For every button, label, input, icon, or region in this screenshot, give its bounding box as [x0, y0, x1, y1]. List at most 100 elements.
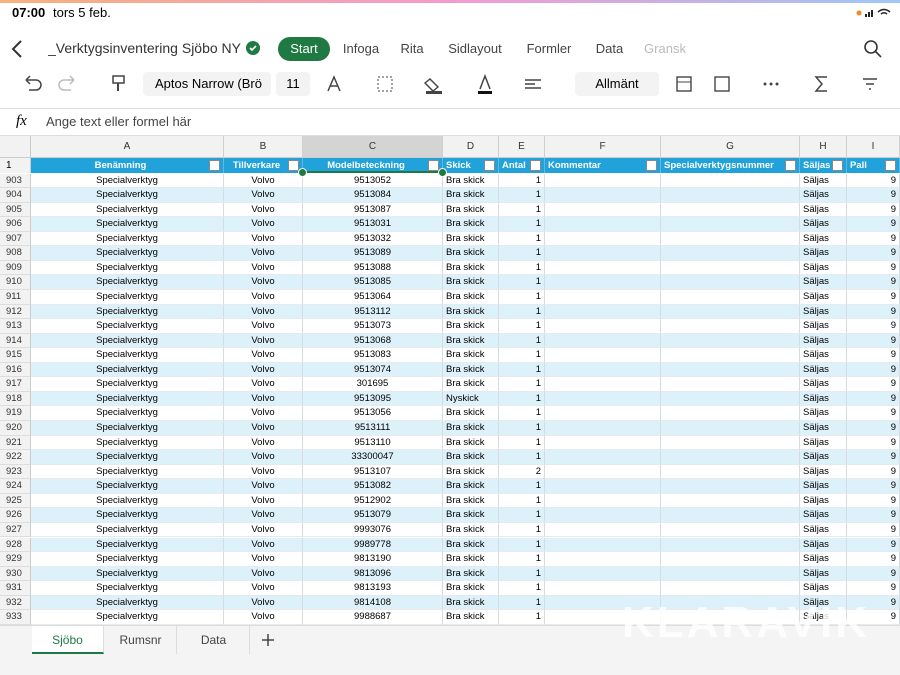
cell[interactable]: Specialverktyg: [31, 464, 224, 480]
cell[interactable]: [661, 362, 800, 378]
cell[interactable]: 9: [847, 566, 900, 582]
ribbon-tab[interactable]: Start: [278, 37, 330, 61]
cell[interactable]: Bra skick: [443, 537, 499, 553]
cell[interactable]: 9513107: [303, 464, 443, 480]
formula-input[interactable]: Ange text eller formel här: [46, 114, 192, 129]
cell[interactable]: 9512902: [303, 493, 443, 509]
cell[interactable]: Säljas: [800, 348, 847, 363]
selection-handle[interactable]: [438, 168, 447, 177]
cell[interactable]: Specialverktyg: [31, 537, 224, 553]
cell[interactable]: Volvo: [224, 275, 303, 290]
cell[interactable]: Säljas: [800, 450, 847, 465]
cell[interactable]: [545, 231, 661, 247]
cell[interactable]: Specialverktyg: [31, 450, 224, 465]
cell[interactable]: Säljas: [800, 173, 847, 189]
cell[interactable]: Säljas: [800, 493, 847, 509]
cell[interactable]: Säljas: [800, 362, 847, 378]
cell[interactable]: 1: [499, 188, 545, 203]
cell[interactable]: 9814108: [303, 595, 443, 611]
cell[interactable]: Säljas: [800, 231, 847, 247]
cell[interactable]: Specialverktyg: [31, 391, 224, 407]
cell[interactable]: 1: [499, 217, 545, 232]
cell[interactable]: [661, 537, 800, 553]
cell[interactable]: 9513089: [303, 246, 443, 261]
cell[interactable]: Specialverktyg: [31, 173, 224, 189]
cell[interactable]: 9513073: [303, 319, 443, 334]
cell[interactable]: Volvo: [224, 304, 303, 320]
cell[interactable]: [545, 188, 661, 203]
cell[interactable]: 9: [847, 435, 900, 451]
cell[interactable]: 9: [847, 537, 900, 553]
cell[interactable]: 1: [499, 348, 545, 363]
cell[interactable]: Specialverktyg: [31, 202, 224, 218]
cell[interactable]: Specialverktyg: [31, 217, 224, 232]
cell[interactable]: Bra skick: [443, 450, 499, 465]
cell[interactable]: 1: [499, 319, 545, 334]
cell[interactable]: Specialverktyg: [31, 246, 224, 261]
cell[interactable]: 9513095: [303, 391, 443, 407]
cell[interactable]: Säljas: [800, 319, 847, 334]
cell[interactable]: Volvo: [224, 377, 303, 392]
cell[interactable]: 1: [499, 566, 545, 582]
cell[interactable]: 1: [499, 595, 545, 611]
cell[interactable]: Specialverktyg: [31, 610, 224, 625]
cell[interactable]: Bra skick: [443, 289, 499, 305]
cell[interactable]: [661, 450, 800, 465]
cell[interactable]: [545, 581, 661, 596]
document-title[interactable]: _Verktygsinventering Sjöbo NY: [48, 40, 241, 56]
cell[interactable]: Specialverktyg: [31, 319, 224, 334]
cell[interactable]: 1: [499, 493, 545, 509]
cell[interactable]: 9: [847, 552, 900, 567]
cell[interactable]: [545, 537, 661, 553]
cell[interactable]: Specialverktyg: [31, 362, 224, 378]
cell[interactable]: [545, 173, 661, 189]
cell[interactable]: Volvo: [224, 421, 303, 436]
filter-button[interactable]: [484, 160, 495, 171]
cell[interactable]: Specialverktyg: [31, 595, 224, 611]
cell[interactable]: [545, 479, 661, 494]
cell[interactable]: Volvo: [224, 333, 303, 349]
cell[interactable]: Specialverktyg: [31, 421, 224, 436]
cell[interactable]: Bra skick: [443, 348, 499, 363]
cell[interactable]: Bra skick: [443, 231, 499, 247]
cell[interactable]: Bra skick: [443, 610, 499, 625]
cell[interactable]: Bra skick: [443, 552, 499, 567]
cell[interactable]: Volvo: [224, 202, 303, 218]
cell[interactable]: 1: [499, 610, 545, 625]
cell[interactable]: 9513079: [303, 508, 443, 523]
cell[interactable]: Säljas: [800, 566, 847, 582]
cell[interactable]: Säljas: [800, 391, 847, 407]
cell[interactable]: 9513031: [303, 217, 443, 232]
cell[interactable]: Volvo: [224, 319, 303, 334]
cell[interactable]: 1: [499, 406, 545, 421]
cell[interactable]: Volvo: [224, 552, 303, 567]
cell[interactable]: [545, 552, 661, 567]
cell[interactable]: 9513074: [303, 362, 443, 378]
add-sheet[interactable]: [260, 632, 276, 648]
cell[interactable]: Säljas: [800, 581, 847, 596]
cell[interactable]: Volvo: [224, 581, 303, 596]
cell[interactable]: Volvo: [224, 260, 303, 276]
cell[interactable]: Bra skick: [443, 362, 499, 378]
cell[interactable]: 9513087: [303, 202, 443, 218]
cell[interactable]: [545, 464, 661, 480]
cell[interactable]: Volvo: [224, 610, 303, 625]
cell[interactable]: 1: [499, 333, 545, 349]
cell[interactable]: 9: [847, 391, 900, 407]
ribbon-tab[interactable]: Rita: [400, 41, 424, 56]
sheet-tab[interactable]: Sjöbo: [32, 626, 104, 654]
cell[interactable]: 9: [847, 188, 900, 203]
cell[interactable]: Nyskick: [443, 391, 499, 407]
cell[interactable]: [545, 319, 661, 334]
cell[interactable]: Specialverktyg: [31, 552, 224, 567]
cell[interactable]: [545, 435, 661, 451]
cell[interactable]: 1: [499, 552, 545, 567]
cell[interactable]: [661, 391, 800, 407]
cell[interactable]: 1: [499, 275, 545, 290]
cell[interactable]: 9: [847, 202, 900, 218]
cell[interactable]: [661, 464, 800, 480]
cell[interactable]: Volvo: [224, 188, 303, 203]
cell[interactable]: Specialverktyg: [31, 377, 224, 392]
cell[interactable]: 1: [499, 508, 545, 523]
cell[interactable]: Säljas: [800, 479, 847, 494]
